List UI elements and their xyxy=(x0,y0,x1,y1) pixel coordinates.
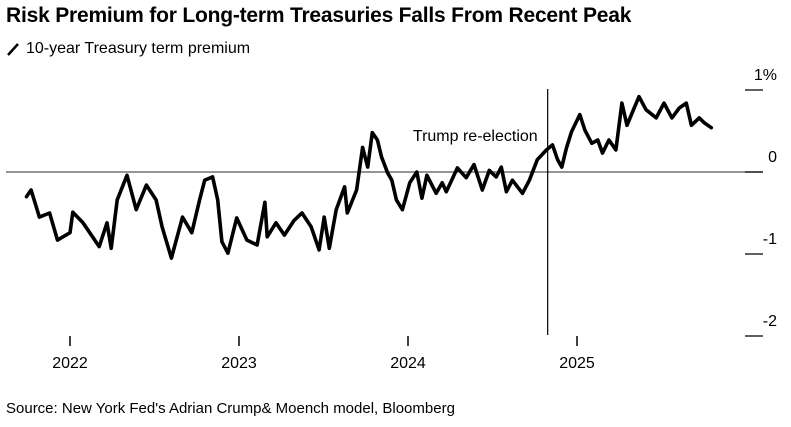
legend: 10-year Treasury term premium xyxy=(6,40,250,58)
chart-title: Risk Premium for Long-term Treasuries Fa… xyxy=(6,4,632,27)
y-tick-label: 0 xyxy=(768,149,777,166)
y-tick-label: -2 xyxy=(763,313,777,330)
x-tick-label: 2024 xyxy=(390,355,426,372)
x-tick-label: 2025 xyxy=(559,355,595,372)
term-premium-line xyxy=(24,94,714,260)
y-tick-label: 1% xyxy=(754,67,777,84)
y-tick-label: -1 xyxy=(763,231,777,248)
line-series-icon xyxy=(7,43,19,56)
source-note: Source: New York Fed's Adrian Crump& Moe… xyxy=(6,400,455,417)
x-tick-label: 2023 xyxy=(221,355,257,372)
x-tick-label: 2022 xyxy=(52,355,88,372)
annotation-label: Trump re-election xyxy=(413,128,538,145)
legend-label: 10-year Treasury term premium xyxy=(26,40,251,57)
